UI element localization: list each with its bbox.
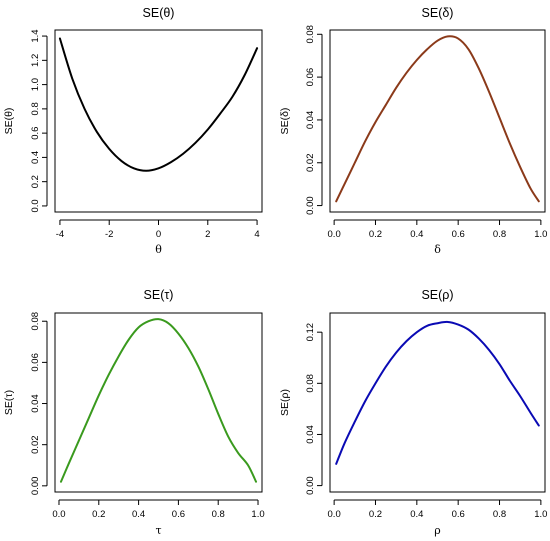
x-tick-label: 0.2 bbox=[369, 509, 382, 520]
y-tick-label: 0.06 bbox=[305, 68, 316, 87]
y-tick-label: 0.00 bbox=[305, 476, 316, 495]
x-tick-label: 0.8 bbox=[212, 509, 225, 520]
x-tick-label: -4 bbox=[56, 229, 64, 240]
y-tick-label: 0.8 bbox=[30, 102, 41, 115]
x-axis-label: θ bbox=[155, 243, 162, 256]
x-axis-label: τ bbox=[155, 524, 161, 537]
plot-frame bbox=[329, 312, 546, 493]
x-tick-label: 0.6 bbox=[172, 509, 185, 520]
x-tick-label: 1.0 bbox=[534, 229, 547, 240]
x-tick-label: 0.6 bbox=[452, 229, 465, 240]
y-axis-label: SE(δ) bbox=[279, 108, 291, 135]
x-tick-label: -2 bbox=[105, 229, 113, 240]
chart-title: SE(τ) bbox=[144, 288, 174, 302]
x-tick-label: 4 bbox=[254, 229, 259, 240]
y-axis-label: SE(ρ) bbox=[279, 389, 291, 416]
y-tick-label: 0.00 bbox=[30, 477, 41, 496]
y-tick-label: 0.0 bbox=[30, 199, 41, 212]
y-tick-label: 0.08 bbox=[305, 25, 316, 44]
chart-title: SE(θ) bbox=[143, 6, 175, 20]
y-tick-label: 0.08 bbox=[30, 312, 41, 331]
x-tick-label: 0.2 bbox=[92, 509, 105, 520]
x-tick-label: 0.8 bbox=[493, 509, 506, 520]
x-tick-label: 0.0 bbox=[328, 229, 341, 240]
x-tick-label: 0.4 bbox=[132, 509, 145, 520]
x-axis-label: ρ bbox=[434, 524, 440, 537]
x-tick-label: 0.2 bbox=[369, 229, 382, 240]
chart-panel-2: SE(δ) 0.0 0.2 0.4 0.6 0.8 1.0 0.00 0.02 0.04 0.06 0… bbox=[279, 6, 547, 256]
y-tick-label: 0.2 bbox=[30, 175, 41, 188]
x-tick-label: 0 bbox=[156, 229, 161, 240]
y-tick-label: 0.04 bbox=[30, 394, 41, 413]
x-tick-label: 1.0 bbox=[534, 509, 547, 520]
series-line bbox=[335, 320, 540, 465]
y-tick-label: 0.08 bbox=[305, 374, 316, 393]
x-tick-label: 0.0 bbox=[52, 509, 65, 520]
plot-frame bbox=[54, 29, 263, 213]
x-tick-label: 2 bbox=[205, 229, 210, 240]
x-tick-label: 1.0 bbox=[251, 509, 264, 520]
y-tick-label: 0.04 bbox=[305, 425, 316, 444]
series-line bbox=[59, 318, 258, 483]
x-tick-label: 0.8 bbox=[493, 229, 506, 240]
y-tick-label: 0.02 bbox=[305, 154, 316, 173]
chart-panel-3: SE(τ) 0.0 0.2 0.4 0.6 0.8 1.0 0.00 0.02 0.04 0.06 0… bbox=[3, 288, 265, 537]
y-axis-label: SE(τ) bbox=[3, 390, 15, 415]
x-tick-label: 0.0 bbox=[328, 509, 341, 520]
y-tick-label: 1.4 bbox=[30, 29, 41, 42]
x-tick-label: 0.6 bbox=[452, 509, 465, 520]
plot-frame bbox=[54, 312, 263, 493]
y-tick-label: 0.02 bbox=[30, 435, 41, 454]
y-tick-label: 0.4 bbox=[30, 151, 41, 164]
y-tick-label: 1.2 bbox=[30, 54, 41, 67]
y-tick-label: 1.0 bbox=[30, 78, 41, 91]
x-tick-label: 0.4 bbox=[410, 509, 423, 520]
y-tick-label: 0.12 bbox=[305, 323, 316, 342]
chart-title: SE(δ) bbox=[422, 6, 454, 20]
chart-panel-1: SE(θ) -4 -2 0 2 4 0.0 0.2 0.4 0.6 0.8 1.0 1.2 1.4 θ SE(… bbox=[3, 6, 263, 256]
x-axis-label: δ bbox=[434, 243, 441, 256]
x-tick-label: 0.4 bbox=[410, 229, 423, 240]
y-tick-label: 0.04 bbox=[305, 111, 316, 130]
series-line bbox=[58, 37, 259, 172]
plot-frame bbox=[329, 29, 546, 213]
y-axis-label: SE(θ) bbox=[3, 108, 15, 135]
chart-panel-4: SE(ρ) 0.0 0.2 0.4 0.6 0.8 1.0 0.00 0.04 0.08 0.12 ρ… bbox=[279, 288, 547, 537]
y-tick-label: 0.6 bbox=[30, 127, 41, 140]
chart-title: SE(ρ) bbox=[421, 288, 453, 302]
series-line bbox=[335, 35, 540, 203]
y-tick-label: 0.06 bbox=[30, 353, 41, 372]
y-tick-label: 0.00 bbox=[305, 196, 316, 215]
